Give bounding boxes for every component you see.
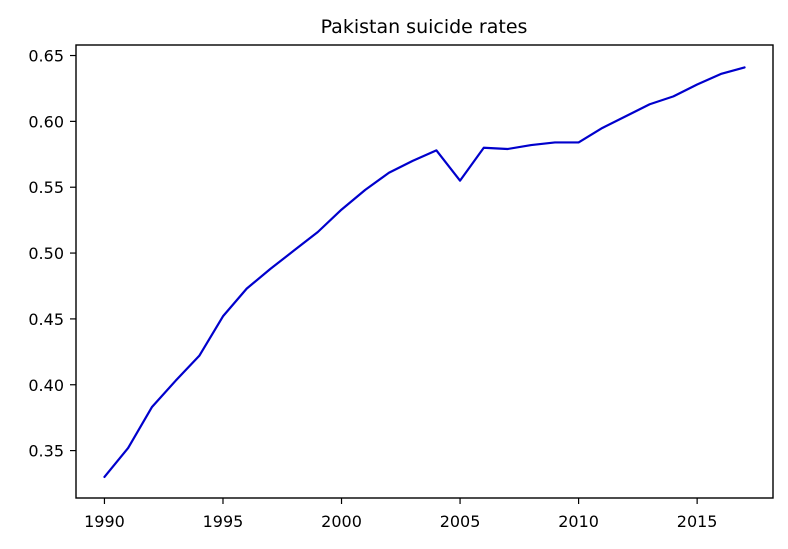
x-tick-label: 1995 — [203, 512, 244, 531]
y-tick-label: 0.40 — [28, 376, 64, 395]
y-tick-label: 0.60 — [28, 112, 64, 131]
x-tick-label: 2005 — [440, 512, 481, 531]
y-tick-label: 0.45 — [28, 310, 64, 329]
y-tick-label: 0.35 — [28, 442, 64, 461]
x-tick-label: 1990 — [84, 512, 125, 531]
series-line-0 — [103, 66, 746, 479]
y-tick-label: 0.55 — [28, 178, 64, 197]
y-tick-label: 0.50 — [28, 244, 64, 263]
x-tick-label: 2010 — [558, 512, 599, 531]
y-tick-label: 0.65 — [28, 47, 64, 66]
plot-area — [103, 66, 746, 479]
axes-frame — [75, 44, 774, 499]
x-axis: 1990 1995 2000 2005 2010 2015 — [84, 498, 717, 531]
y-axis: 0.35 0.40 0.45 0.50 0.55 0.60 0.65 — [28, 47, 76, 461]
chart-title: Pakistan suicide rates — [321, 16, 528, 38]
x-tick-label: 2000 — [321, 512, 362, 531]
x-tick-label: 2015 — [677, 512, 718, 531]
